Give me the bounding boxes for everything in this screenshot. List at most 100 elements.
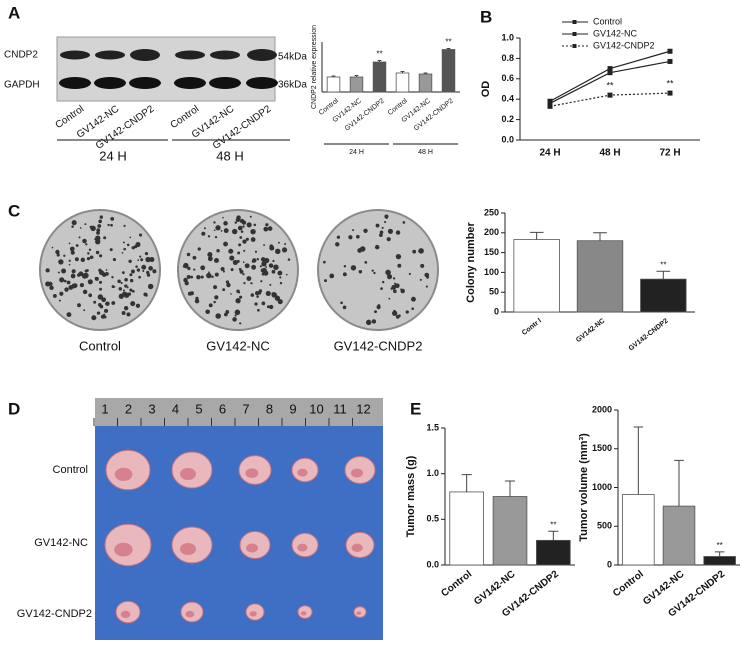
colony: [254, 291, 260, 296]
colony: [365, 319, 372, 326]
colony: [335, 242, 340, 247]
colony: [223, 221, 228, 226]
colony: [131, 246, 135, 250]
colony: [145, 256, 151, 263]
colony: [281, 247, 288, 253]
blot-band: [95, 50, 125, 60]
colony: [130, 269, 135, 274]
colony: [245, 237, 249, 241]
colony: [254, 250, 258, 253]
bar: [640, 278, 687, 313]
colony: [49, 285, 54, 291]
colony: [242, 261, 245, 263]
colony: [252, 258, 257, 263]
colony: [99, 254, 103, 258]
marker: [607, 70, 613, 76]
colony: [385, 269, 391, 276]
colony: [142, 270, 145, 273]
colony: [61, 268, 66, 273]
colony: [90, 225, 96, 232]
colony: [207, 235, 211, 238]
error-bar: [423, 72, 428, 74]
colony: [77, 303, 81, 308]
colony: [68, 259, 71, 262]
colony: [105, 301, 110, 306]
tumor-spot: [249, 611, 257, 617]
colony: [57, 271, 60, 274]
legend-marker: [572, 32, 577, 36]
y-tick-label: 250: [484, 207, 499, 217]
colony: [236, 289, 240, 293]
colony: [420, 263, 425, 268]
colony: [246, 276, 252, 281]
colony: [197, 247, 201, 251]
colony: [126, 286, 129, 289]
colony: [267, 226, 273, 231]
x-tick-label: Control: [611, 569, 646, 600]
colony: [97, 224, 102, 228]
colony: [371, 269, 374, 272]
colony: [186, 252, 191, 257]
colony: [254, 302, 258, 306]
colony: [147, 283, 154, 290]
colony: [236, 215, 241, 220]
colony: [203, 227, 206, 230]
colony: [201, 231, 206, 236]
colony: [385, 217, 388, 219]
band-label: CNDP2: [4, 50, 38, 61]
colony: [187, 291, 192, 296]
colony: [144, 251, 149, 256]
colony: [242, 273, 245, 276]
ruler: [95, 398, 383, 426]
colony: [98, 303, 102, 307]
colony: [88, 293, 93, 298]
bar: [418, 73, 433, 93]
colony: [225, 280, 230, 284]
colony: [228, 248, 234, 254]
colony: [223, 228, 229, 234]
marker: [607, 92, 613, 98]
x-tick-label: GV142-NC: [575, 318, 606, 345]
colony: [118, 293, 124, 299]
colony: [91, 315, 97, 321]
colony: [83, 272, 89, 279]
colony: [58, 299, 61, 302]
colony: [265, 290, 271, 297]
colony: [397, 256, 401, 260]
error-bar: [354, 75, 359, 77]
x-tick-label: 72 H: [659, 148, 680, 159]
colony: [126, 312, 131, 317]
colony: [86, 257, 91, 261]
significance: **: [550, 520, 556, 529]
colony: [104, 308, 109, 313]
colony: [418, 248, 424, 254]
colony: [238, 243, 242, 247]
colony: [340, 301, 343, 305]
band-label: GAPDH: [4, 80, 40, 91]
colony: [213, 229, 216, 231]
colony: [230, 293, 232, 295]
colony: [220, 266, 225, 272]
colony: [269, 304, 274, 310]
blot-band: [59, 77, 91, 89]
colony: [143, 266, 146, 269]
colony: [269, 283, 272, 286]
colony: [342, 305, 347, 310]
significance: **: [660, 260, 666, 269]
x-tick-label: Contr l: [521, 317, 543, 336]
colony: [190, 275, 194, 279]
colony: [45, 281, 51, 287]
colony: [239, 269, 244, 274]
error-bar: [714, 551, 725, 557]
colony: [110, 223, 113, 227]
colony: [277, 270, 283, 276]
colony: [82, 238, 87, 244]
bar: [449, 491, 484, 566]
colony: [56, 253, 60, 257]
colony: [242, 239, 247, 244]
colony: [260, 257, 266, 262]
error-bar: [377, 60, 382, 62]
legend-marker: [572, 44, 577, 48]
colony: [277, 299, 283, 305]
colony: [220, 230, 223, 232]
